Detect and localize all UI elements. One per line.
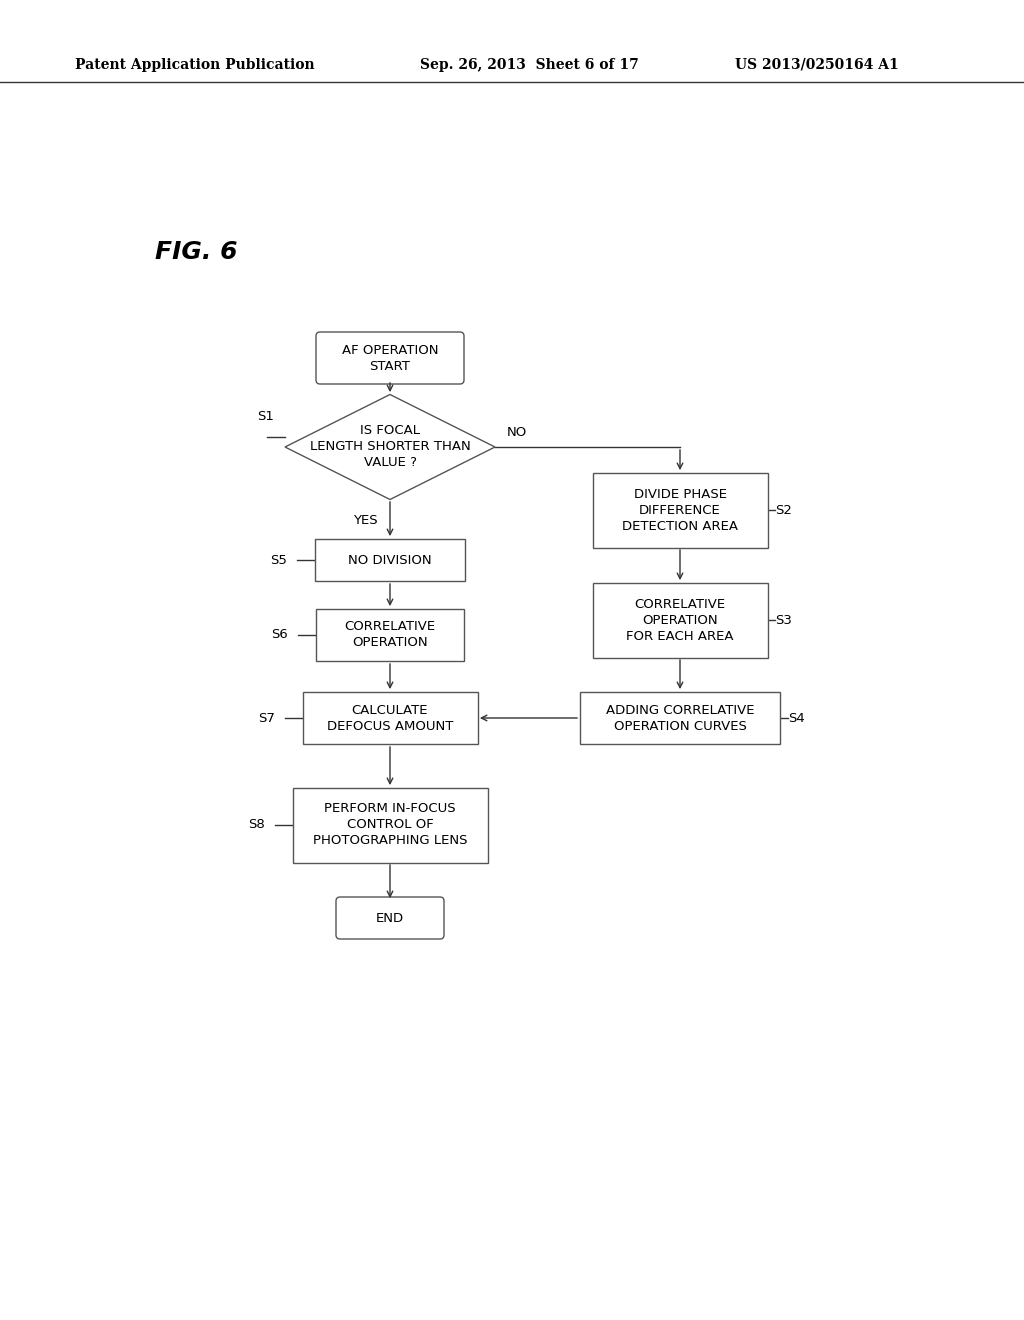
Text: CALCULATE
DEFOCUS AMOUNT: CALCULATE DEFOCUS AMOUNT: [327, 704, 454, 733]
Text: AF OPERATION
START: AF OPERATION START: [342, 343, 438, 372]
FancyBboxPatch shape: [316, 333, 464, 384]
Text: S4: S4: [788, 711, 805, 725]
Text: S1: S1: [257, 411, 273, 424]
Bar: [302, 692, 477, 744]
Text: NO DIVISION: NO DIVISION: [348, 553, 432, 566]
Text: DIVIDE PHASE
DIFFERENCE
DETECTION AREA: DIVIDE PHASE DIFFERENCE DETECTION AREA: [622, 487, 738, 532]
Text: PERFORM IN-FOCUS
CONTROL OF
PHOTOGRAPHING LENS: PERFORM IN-FOCUS CONTROL OF PHOTOGRAPHIN…: [312, 803, 467, 847]
Text: S5: S5: [270, 553, 287, 566]
Text: S7: S7: [258, 711, 275, 725]
Text: CORRELATIVE
OPERATION: CORRELATIVE OPERATION: [344, 620, 435, 649]
Text: Patent Application Publication: Patent Application Publication: [75, 58, 314, 73]
Text: CORRELATIVE
OPERATION
FOR EACH AREA: CORRELATIVE OPERATION FOR EACH AREA: [627, 598, 734, 643]
Text: US 2013/0250164 A1: US 2013/0250164 A1: [735, 58, 899, 73]
Text: FIG. 6: FIG. 6: [155, 240, 238, 264]
Bar: [580, 692, 780, 744]
Polygon shape: [285, 395, 495, 499]
Text: S3: S3: [775, 614, 792, 627]
Text: END: END: [376, 912, 404, 924]
FancyBboxPatch shape: [336, 898, 444, 939]
Text: S2: S2: [775, 503, 792, 516]
Bar: [315, 539, 465, 581]
Text: NO: NO: [507, 426, 527, 440]
Bar: [316, 609, 464, 661]
Text: ADDING CORRELATIVE
OPERATION CURVES: ADDING CORRELATIVE OPERATION CURVES: [606, 704, 755, 733]
Text: S6: S6: [271, 628, 288, 642]
Text: YES: YES: [352, 515, 377, 528]
Bar: [593, 582, 768, 657]
Text: Sep. 26, 2013  Sheet 6 of 17: Sep. 26, 2013 Sheet 6 of 17: [420, 58, 639, 73]
Bar: [293, 788, 487, 862]
Bar: [593, 473, 768, 548]
Text: IS FOCAL
LENGTH SHORTER THAN
VALUE ?: IS FOCAL LENGTH SHORTER THAN VALUE ?: [309, 425, 470, 470]
Text: S8: S8: [248, 818, 265, 832]
